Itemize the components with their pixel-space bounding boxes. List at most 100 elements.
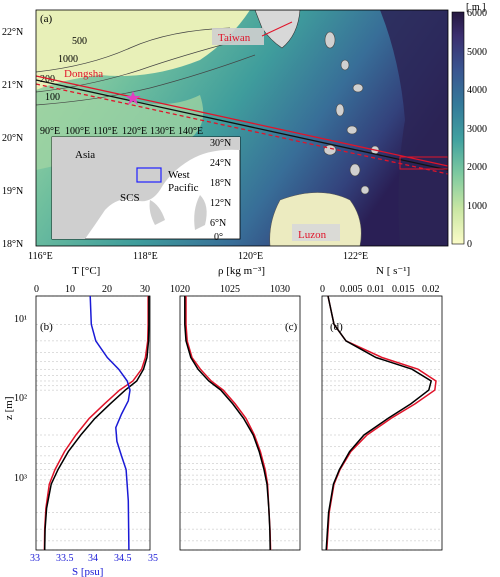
map-lat-ticks: 22°N 21°N 20°N 19°N 18°N (2, 27, 23, 250)
colorbar-tick: 1000 (467, 201, 487, 212)
panel-label-c: (c) (285, 321, 298, 333)
shelf-region (36, 10, 250, 90)
inset-lon-tick: 130°E (150, 126, 175, 137)
map-lon-ticks: 116°E 118°E 120°E 122°E (28, 251, 368, 262)
colorbar-tick: 3000 (467, 124, 487, 135)
b-bottom-tick: 33.5 (56, 553, 74, 564)
colorbar-tick: 0 (467, 239, 472, 250)
b-bottom-tick: 33 (30, 553, 40, 564)
inset-lon-tick: 100°E (65, 126, 90, 137)
taiwan-label-box (212, 28, 264, 45)
c-top-tick: 1020 (170, 284, 190, 295)
series-rho-line (184, 296, 271, 551)
d-top-tick: 0.01 (367, 284, 385, 295)
colorbar-scale (451, 11, 465, 245)
colorbar-tick: 4000 (467, 85, 487, 96)
lon-tick: 118°E (133, 251, 158, 262)
inset-lat-tick: 0° (214, 232, 223, 243)
colorbar: [ m ] 6000 5000 4000 3000 2000 1000 0 (451, 2, 487, 250)
inset-pacific-label: Pacific (168, 182, 199, 194)
inset-lon-tick: 90°E (40, 126, 60, 137)
depth-ticks: 10¹ 10² 10³ (14, 314, 27, 484)
d-top-tick: 0.015 (392, 284, 415, 295)
lon-tick: 120°E (238, 251, 263, 262)
depth-axis-label: z [m] (3, 396, 15, 420)
lon-tick: 116°E (28, 251, 53, 262)
inset-islands (149, 195, 207, 230)
lon-tick: 122°E (343, 251, 368, 262)
b-bottom-tick: 34.5 (114, 553, 132, 564)
series-rho-line (185, 296, 272, 551)
lat-tick: 19°N (2, 186, 23, 197)
dongsha-label: Dongsha (64, 68, 103, 80)
lat-tick: 20°N (2, 133, 23, 144)
study-box (399, 156, 448, 170)
series-s-line (89, 295, 131, 551)
b-top-ticks: 0 10 20 30 (34, 284, 150, 295)
inset-lat-tick: 24°N (210, 158, 231, 169)
contour-labels: 1000 500 200 100 (40, 36, 87, 103)
panel-label-b: (b) (40, 321, 53, 333)
panel-b: T [°C] 0 10 20 30 33 33.5 34 34.5 35 S [… (30, 265, 158, 577)
d-top-tick: 0.02 (422, 284, 440, 295)
lat-tick: 22°N (2, 27, 23, 38)
luzon-label: Luzon (298, 229, 327, 241)
b-top-tick: 10 (65, 284, 75, 295)
islands (323, 31, 380, 195)
inset-lat-tick: 6°N (210, 218, 226, 229)
c-top-axis-label: ρ [kg m⁻³] (218, 265, 265, 277)
series-t-line (43, 296, 150, 551)
panel-label-a: (a) (40, 13, 53, 25)
b-bottom-ticks: 33 33.5 34 34.5 35 (30, 553, 158, 564)
b-top-tick: 20 (102, 284, 112, 295)
depth-tick: 10² (14, 393, 27, 404)
panel-frame-d (321, 295, 443, 551)
inset-scs-label: SCS (120, 192, 140, 204)
d-top-axis-label: N [ s⁻¹] (376, 265, 410, 277)
inset-lat-tick: 18°N (210, 178, 231, 189)
panel-d: N [ s⁻¹] 0 0.005 0.01 0.015 0.02 (d) (320, 265, 440, 333)
inset-lon-tick: 120°E (122, 126, 147, 137)
series-n-line (325, 295, 433, 551)
colorbar-tick: 5000 (467, 47, 487, 58)
panel-frame-b (35, 295, 151, 551)
panel-frame-c (179, 295, 301, 551)
b-bottom-tick: 35 (148, 553, 158, 564)
c-top-ticks: 1020 1025 1030 (170, 284, 290, 295)
inset-study-box (136, 167, 162, 183)
colorbar-tick: 2000 (467, 162, 487, 173)
b-top-tick: 0 (34, 284, 39, 295)
inset-west-label: West (168, 169, 190, 181)
inset-lat-ticks: 30°N 24°N 18°N 12°N 6°N 0° (210, 138, 231, 243)
map-frame (35, 9, 449, 247)
inset-asia-label: Asia (75, 149, 95, 161)
panel-c: ρ [kg m⁻³] 1020 1025 1030 (c) (170, 265, 298, 333)
taiwan-pointer (261, 21, 293, 37)
lat-tick: 18°N (2, 239, 23, 250)
contour-label: 500 (72, 36, 87, 47)
luzon-label-box (292, 224, 340, 241)
b-top-tick: 30 (140, 284, 150, 295)
d-top-tick: 0 (320, 284, 325, 295)
b-bottom-tick: 34 (88, 553, 98, 564)
contour-label: 200 (40, 74, 55, 85)
d-top-tick: 0.005 (340, 284, 363, 295)
profile-plots (35, 295, 443, 551)
taiwan-label: Taiwan (218, 32, 251, 44)
depth-tick: 10¹ (14, 314, 27, 325)
colorbar-tick: 6000 (467, 8, 487, 19)
inset-asia-land (52, 137, 240, 239)
inset-lat-tick: 30°N (210, 138, 231, 149)
b-bottom-axis-label: S [psu] (72, 566, 103, 577)
inset-map: Asia West Pacific SCS 90°E 100°E 110°E 1… (40, 126, 241, 243)
inset-lat-tick: 12°N (210, 198, 231, 209)
deep-basin (380, 10, 448, 246)
inset-lon-tick: 140°E (178, 126, 203, 137)
contour-label: 1000 (58, 54, 78, 65)
b-top-axis-label: T [°C] (72, 265, 100, 277)
c-top-tick: 1025 (220, 284, 240, 295)
colorbar-ticks: 6000 5000 4000 3000 2000 1000 0 (467, 8, 487, 250)
dongsha-marker (125, 91, 141, 105)
series-t-line (43, 296, 149, 551)
